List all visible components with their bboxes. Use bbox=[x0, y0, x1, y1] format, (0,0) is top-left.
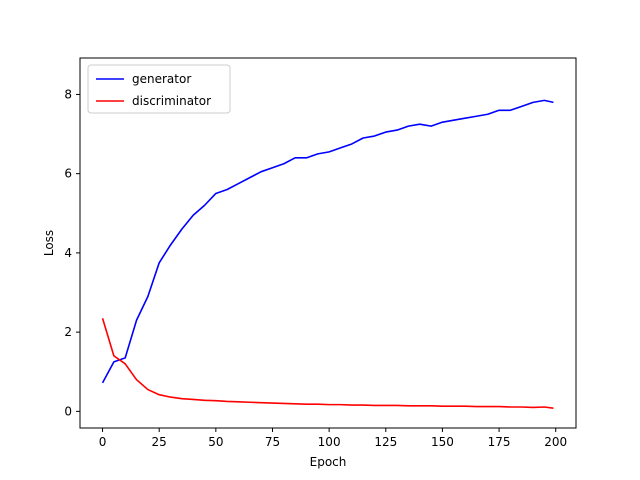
legend-label-generator: generator bbox=[132, 72, 191, 86]
x-tick-label: 0 bbox=[99, 435, 107, 449]
y-tick-label: 0 bbox=[64, 404, 72, 418]
y-tick-label: 6 bbox=[64, 167, 72, 181]
series-layer bbox=[101, 99, 554, 409]
x-tick-label: 75 bbox=[265, 435, 280, 449]
x-tick-label: 125 bbox=[374, 435, 397, 449]
y-axis-ticks: 0 2 4 6 8 bbox=[64, 87, 80, 418]
legend: generator discriminator bbox=[87, 64, 231, 114]
x-tick-label: 50 bbox=[208, 435, 223, 449]
discriminator-line bbox=[101, 318, 554, 409]
axes-frame bbox=[79, 57, 577, 429]
generator-line bbox=[101, 99, 554, 384]
x-axis-label: Epoch bbox=[310, 455, 347, 469]
y-tick-label: 4 bbox=[64, 246, 72, 260]
x-tick-label: 100 bbox=[318, 435, 341, 449]
y-tick-label: 8 bbox=[64, 87, 72, 101]
legend-label-discriminator: discriminator bbox=[132, 94, 211, 108]
y-tick-label: 2 bbox=[64, 325, 72, 339]
x-tick-label: 200 bbox=[544, 435, 567, 449]
x-tick-label: 25 bbox=[152, 435, 167, 449]
x-tick-label: 150 bbox=[431, 435, 454, 449]
x-axis-ticks: 0 25 50 75 100 125 150 175 200 bbox=[99, 428, 567, 449]
y-axis-label: Loss bbox=[42, 230, 56, 256]
x-tick-label: 175 bbox=[488, 435, 511, 449]
